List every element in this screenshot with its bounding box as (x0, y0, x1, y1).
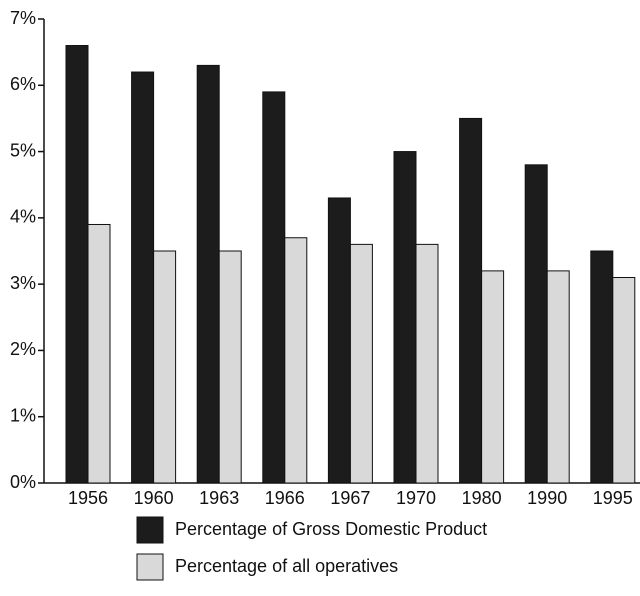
x-tick-label: 1963 (199, 488, 239, 508)
bar (327, 197, 351, 484)
bar (612, 277, 636, 484)
bar (218, 250, 242, 484)
y-tick-label: 6% (10, 74, 36, 94)
bar (153, 250, 177, 484)
bar (459, 117, 483, 484)
bar (87, 223, 111, 484)
x-tick-label: 1990 (527, 488, 567, 508)
legend-label: Percentage of Gross Domestic Product (175, 519, 487, 539)
bar (196, 64, 220, 484)
y-tick-label: 2% (10, 339, 36, 359)
y-tick-label: 5% (10, 140, 36, 160)
bar (284, 237, 308, 484)
x-tick-label: 1970 (396, 488, 436, 508)
legend-swatch (136, 553, 164, 581)
y-tick-label: 1% (10, 405, 36, 425)
x-tick-label: 1980 (462, 488, 502, 508)
bar (262, 91, 286, 484)
legend-label: Percentage of all operatives (175, 556, 398, 576)
y-tick-label: 3% (10, 273, 36, 293)
x-tick-label: 1960 (134, 488, 174, 508)
bar (524, 164, 548, 484)
y-tick-label: 4% (10, 207, 36, 227)
bar (393, 151, 417, 484)
y-tick-label: 0% (10, 472, 36, 492)
bar (415, 243, 439, 484)
bar (546, 270, 570, 484)
bar (131, 71, 155, 484)
x-tick-label: 1995 (593, 488, 633, 508)
bar (590, 250, 614, 484)
y-tick-label: 7% (10, 8, 36, 28)
bar (349, 243, 373, 484)
bar (65, 45, 89, 484)
x-tick-label: 1956 (68, 488, 108, 508)
bar (481, 270, 505, 484)
x-tick-label: 1966 (265, 488, 305, 508)
legend-swatch (136, 516, 164, 544)
x-tick-label: 1967 (330, 488, 370, 508)
